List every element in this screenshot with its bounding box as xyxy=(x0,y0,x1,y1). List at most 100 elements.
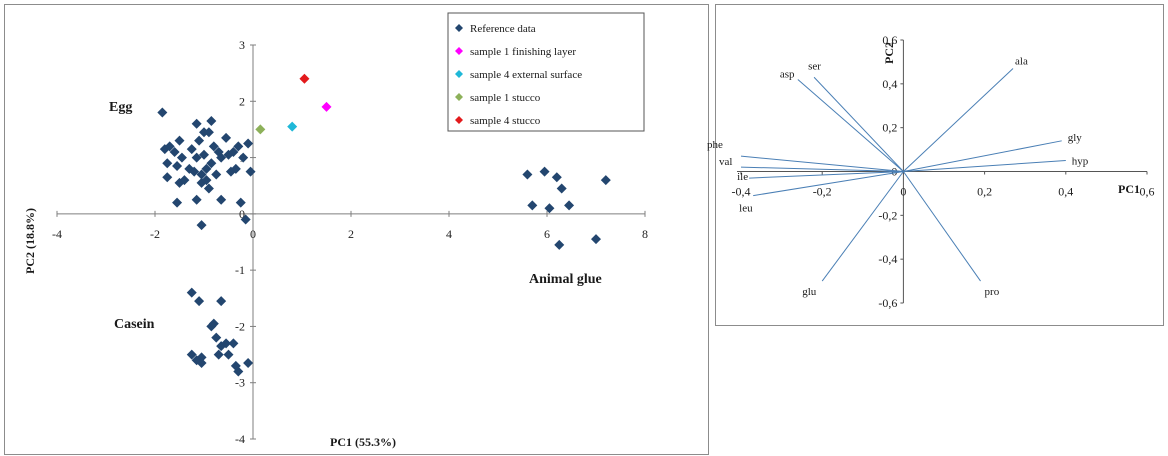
data-point xyxy=(186,144,197,155)
data-point xyxy=(221,338,232,349)
data-point xyxy=(551,172,562,183)
y-tick-label: -2 xyxy=(235,319,245,333)
x-tick-label: -0,2 xyxy=(813,185,832,199)
data-point xyxy=(194,135,205,146)
data-point xyxy=(172,161,183,172)
x-tick-label: 0 xyxy=(250,227,256,241)
data-point xyxy=(554,239,565,250)
data-point xyxy=(600,175,611,186)
y-tick-label: 0 xyxy=(239,207,245,221)
data-point xyxy=(299,73,310,84)
loading-vector xyxy=(903,140,1062,172)
data-point xyxy=(238,152,249,163)
loading-vector xyxy=(902,171,981,282)
data-point xyxy=(196,220,207,231)
y-tick-label: 3 xyxy=(239,38,245,52)
loading-label: glu xyxy=(802,286,817,298)
data-point xyxy=(539,166,550,177)
loading-vector xyxy=(740,166,904,172)
loading-label: asp xyxy=(780,68,795,80)
y-tick-label: 2 xyxy=(239,94,245,108)
data-point xyxy=(176,152,187,163)
data-point xyxy=(233,141,244,152)
loading-plot-panel: -0,4-0,200,20,40,60,60,40,20-0,2-0,4-0,6… xyxy=(707,4,1164,326)
data-point xyxy=(228,338,239,349)
data-point xyxy=(255,124,266,135)
data-point xyxy=(199,149,209,160)
data-point xyxy=(321,101,332,112)
data-point xyxy=(213,349,224,360)
data-point xyxy=(223,349,234,360)
data-point xyxy=(556,183,567,194)
loading-vector xyxy=(813,76,904,172)
data-point xyxy=(208,141,219,152)
data-point xyxy=(228,146,239,157)
loading-vector xyxy=(821,171,904,282)
data-point xyxy=(191,118,202,129)
loading-label: phe xyxy=(707,139,723,151)
x-tick-label: 4 xyxy=(446,227,452,241)
data-point xyxy=(206,158,217,169)
loading-vector xyxy=(903,160,1066,172)
data-point xyxy=(208,318,219,329)
group-label: Egg xyxy=(109,100,132,115)
data-point xyxy=(527,200,538,211)
y-axis-title: PC2 (18.8%) xyxy=(23,208,37,274)
legend-marker xyxy=(455,24,463,32)
legend-marker xyxy=(455,93,463,101)
legend-box xyxy=(447,12,645,132)
y-axis-title: PC2 xyxy=(882,42,896,64)
data-point xyxy=(203,183,214,194)
data-point xyxy=(201,175,212,186)
data-point xyxy=(162,172,173,183)
data-point xyxy=(179,175,190,186)
legend-label: sample 1 finishing layer xyxy=(470,46,576,58)
y-tick-label: 0,4 xyxy=(882,77,897,91)
data-point xyxy=(216,152,227,163)
loading-label: leu xyxy=(739,203,753,215)
y-tick-label: -4 xyxy=(235,432,245,446)
data-point xyxy=(196,358,207,369)
data-point xyxy=(243,138,254,149)
data-point xyxy=(191,194,202,205)
data-point xyxy=(201,163,212,174)
loading-label: val xyxy=(719,156,732,168)
loading-vector xyxy=(749,171,904,179)
data-point xyxy=(169,146,180,157)
x-tick-label: 0,4 xyxy=(1058,185,1073,199)
data-point xyxy=(216,194,227,205)
data-point xyxy=(189,166,200,177)
x-tick-label: 0,6 xyxy=(1140,185,1155,199)
legend-marker xyxy=(455,116,463,124)
data-point xyxy=(221,132,232,143)
group-label: Animal glue xyxy=(529,272,602,287)
x-tick-label: 8 xyxy=(642,227,648,241)
loading-vector xyxy=(740,155,904,172)
y-tick-label: -0,4 xyxy=(878,252,897,266)
y-tick-label: 0,2 xyxy=(882,121,897,135)
loading-label: gly xyxy=(1068,132,1083,144)
data-point xyxy=(211,332,222,343)
x-axis-title: PC1 xyxy=(1118,182,1140,196)
loading-plot: -0,4-0,200,20,40,60,60,40,20-0,2-0,4-0,6… xyxy=(707,33,1155,310)
loading-label: ser xyxy=(808,60,821,72)
x-tick-label: 0,2 xyxy=(977,185,992,199)
loading-vector xyxy=(903,68,1014,172)
loading-vector xyxy=(797,79,904,172)
x-tick-label: -0,4 xyxy=(732,185,751,199)
loading-vector xyxy=(753,171,904,197)
data-point xyxy=(162,158,173,169)
loading-label: ile xyxy=(737,171,748,183)
data-point xyxy=(564,200,575,211)
data-point xyxy=(191,152,202,163)
data-point xyxy=(172,197,183,208)
data-point xyxy=(186,349,197,360)
x-tick-label: 0 xyxy=(900,185,906,199)
legend-marker xyxy=(455,70,463,78)
data-point xyxy=(240,214,251,225)
data-point xyxy=(186,287,197,298)
data-point xyxy=(287,121,298,132)
y-tick-label: -0,2 xyxy=(878,208,897,222)
